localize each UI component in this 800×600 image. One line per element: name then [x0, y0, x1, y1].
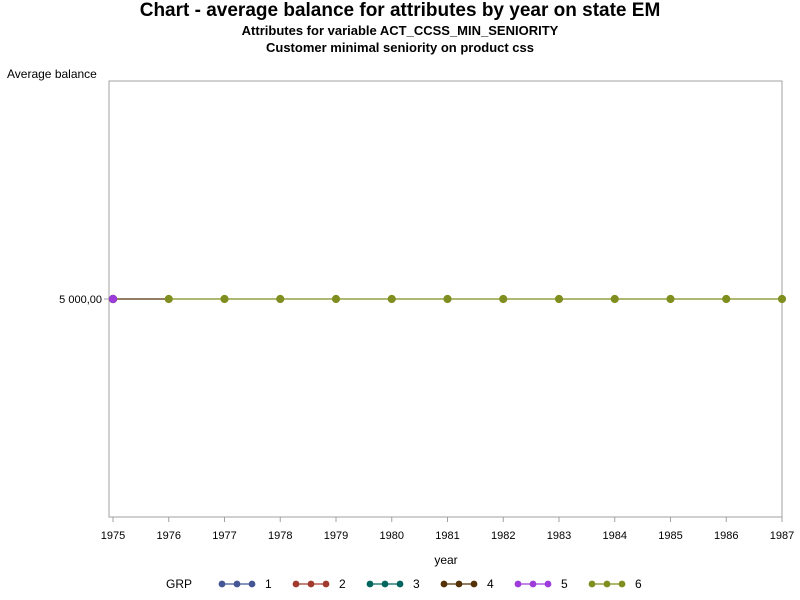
legend-swatch-marker — [603, 580, 611, 588]
legend-label: 4 — [487, 577, 494, 591]
x-tick-label: 1979 — [324, 530, 348, 542]
legend-swatch-marker — [544, 580, 552, 588]
x-tick-label: 1978 — [268, 530, 292, 542]
legend-swatch-marker — [455, 580, 463, 588]
x-tick-label: 1977 — [212, 530, 236, 542]
legend-item-2: 2 — [292, 577, 346, 591]
legend-swatch-marker — [514, 580, 522, 588]
y-tick-label: 5 000,00 — [59, 294, 102, 306]
legend: GRP 1 2 3 4 5 6 — [166, 577, 642, 591]
series-6-point — [220, 294, 229, 304]
legend-swatch-marker — [218, 580, 226, 588]
legend-label: 6 — [635, 577, 642, 591]
legend-swatch-marker — [322, 580, 330, 588]
series-6-point — [331, 294, 341, 304]
x-axis-label: year — [434, 553, 457, 567]
chart-subtitle-1: Attributes for variable ACT_CCSS_MIN_SEN… — [241, 23, 559, 38]
legend-swatch-marker — [307, 580, 315, 588]
legend-item-4: 4 — [440, 577, 494, 591]
legend-swatch-marker — [440, 580, 448, 588]
legend-swatch-marker — [588, 580, 596, 588]
legend-swatch-marker — [618, 580, 626, 588]
x-tick-label: 1982 — [491, 530, 515, 542]
series-6-point — [610, 294, 619, 304]
x-tick-label: 1976 — [157, 530, 181, 542]
series-6-point — [499, 294, 508, 304]
legend-label: 5 — [561, 577, 568, 591]
legend-title: GRP — [166, 577, 192, 591]
x-tick-label: 1985 — [658, 530, 682, 542]
legend-swatch-marker — [396, 580, 404, 588]
x-tick-label: 1983 — [547, 530, 571, 542]
x-tick-label: 1980 — [380, 530, 404, 542]
series-6-point — [443, 294, 452, 304]
series-6-point — [164, 294, 173, 304]
y-axis: 5 000,00 — [59, 294, 109, 306]
legend-label: 2 — [339, 577, 346, 591]
legend-swatch-marker — [366, 580, 374, 588]
legend-swatch-marker — [233, 580, 241, 588]
legend-label: 1 — [265, 577, 272, 591]
legend-swatch-marker — [529, 580, 537, 588]
y-axis-label: Average balance — [7, 67, 97, 81]
series-layer — [108, 294, 787, 304]
series-6-point — [554, 294, 564, 304]
legend-item-1: 1 — [218, 577, 272, 591]
legend-item-5: 5 — [514, 577, 568, 591]
x-tick-label: 1986 — [714, 530, 738, 542]
legend-item-6: 6 — [588, 577, 642, 591]
legend-swatch-marker — [248, 580, 256, 588]
series-6-point — [666, 294, 675, 304]
x-tick-label: 1981 — [435, 530, 459, 542]
series-6-point — [722, 294, 731, 304]
chart-subtitle-2: Customer minimal seniority on product cs… — [266, 40, 534, 55]
legend-swatch-marker — [292, 580, 300, 588]
x-axis: 1975 1976 1977 1978 1979 1980 1981 1982 1983 1984… — [101, 517, 794, 542]
x-tick-label: 1975 — [101, 530, 125, 542]
chart-title: Chart - average balance for attributes b… — [139, 0, 661, 21]
series-5-point — [108, 294, 118, 304]
legend-swatch-marker — [381, 580, 389, 588]
legend-label: 3 — [413, 577, 420, 591]
x-tick-label: 1987 — [770, 530, 794, 542]
x-tick-label: 1984 — [603, 530, 627, 542]
series-6-point — [777, 294, 787, 304]
legend-swatch-marker — [470, 580, 478, 588]
legend-item-3: 3 — [366, 577, 420, 591]
series-6-point — [276, 294, 285, 304]
series-6-point — [387, 294, 396, 304]
